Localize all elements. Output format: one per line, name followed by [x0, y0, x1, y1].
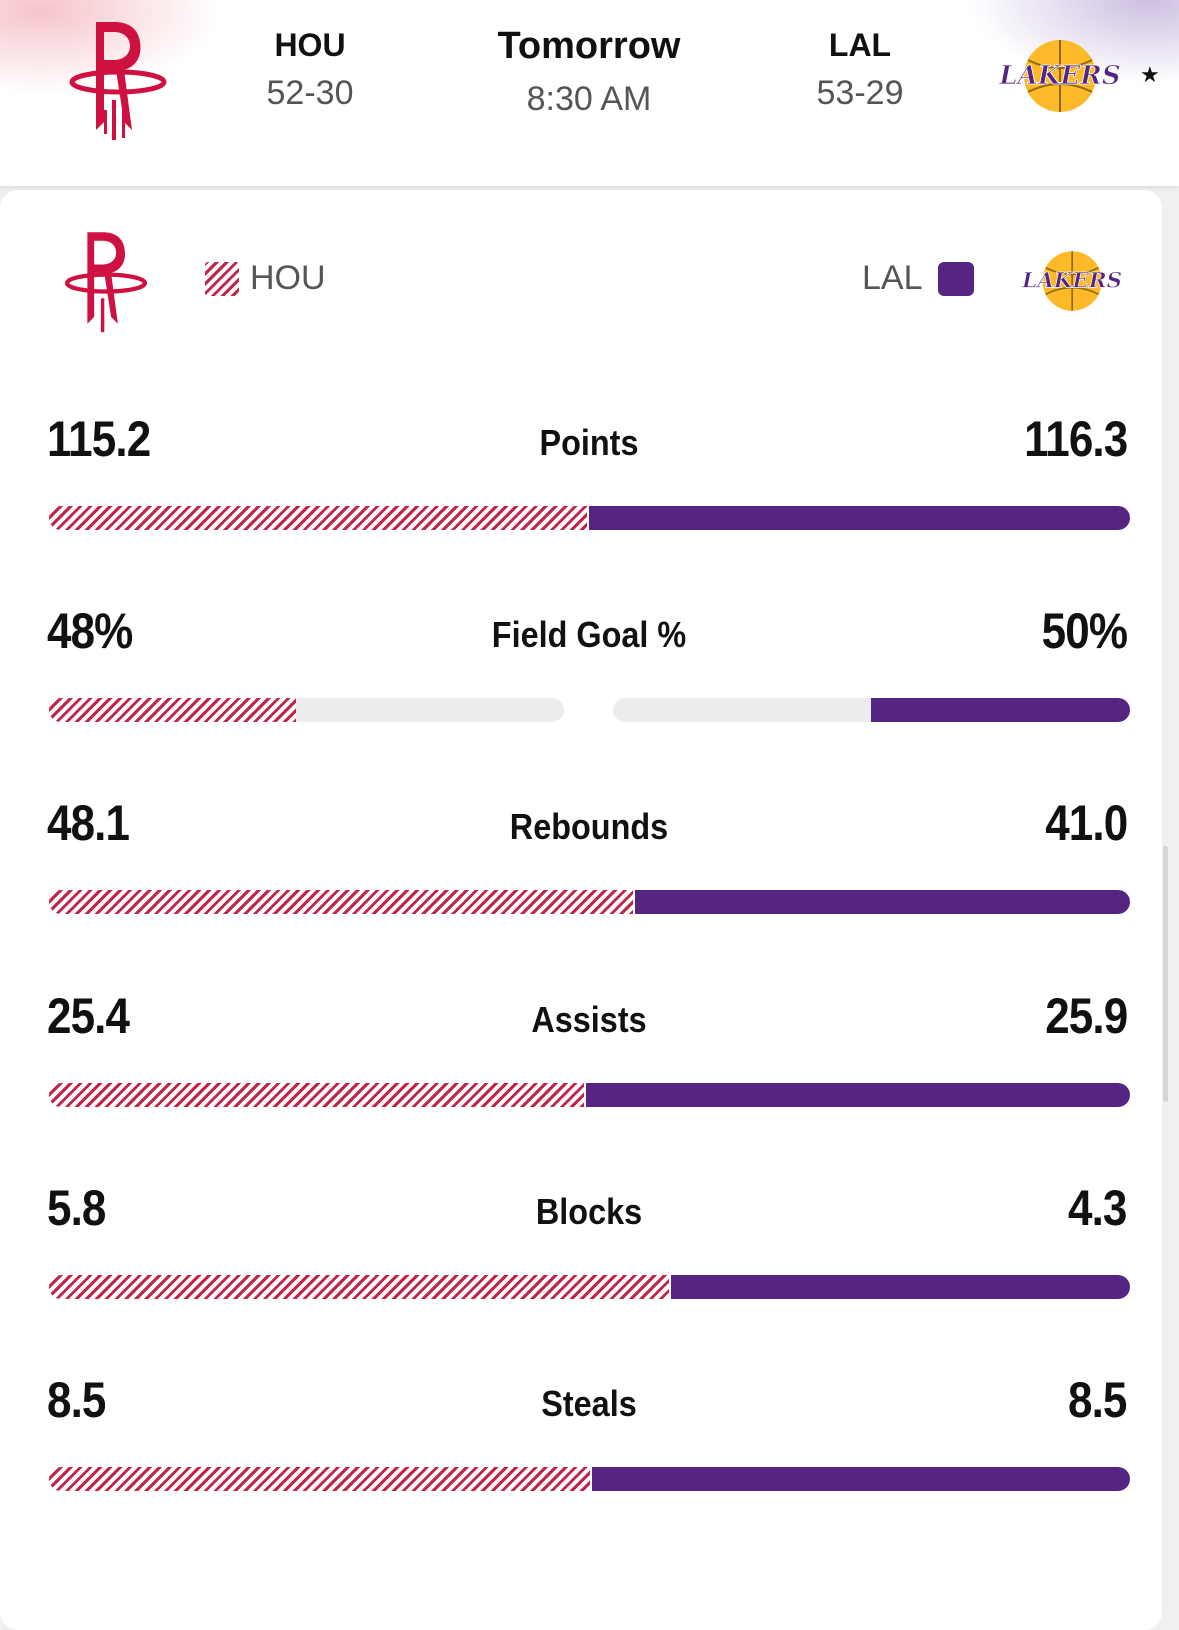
away-stat-bar [592, 1467, 1130, 1491]
home-stat-value: 25.4 [47, 988, 130, 1044]
away-stat-bar [635, 890, 1130, 914]
home-team-record: 52-30 [266, 74, 354, 112]
away-stat-value: 4.3 [1068, 1180, 1127, 1236]
favorite-star-icon[interactable]: ★ [1140, 62, 1160, 87]
stat-label: Blocks [535, 1191, 643, 1232]
svg-text:LAKERS: LAKERS [998, 61, 1120, 91]
away-stat-value: 8.5 [1068, 1372, 1127, 1428]
game-header: HOU 52-30 Tomorrow 8:30 AM LAL 53-29 LAK… [0, 0, 1179, 186]
home-legend-swatch [205, 262, 239, 296]
away-stat-value: 50% [1041, 603, 1128, 659]
stat-label: Rebounds [509, 806, 669, 847]
home-stat-bar [49, 1083, 584, 1107]
stat-label: Assists [531, 999, 647, 1040]
los-angeles-lakers-logo-icon[interactable]: LAKERS [998, 36, 1124, 116]
away-stat-bar [589, 506, 1130, 530]
away-stat-value: 25.9 [1044, 988, 1128, 1044]
away-stat-bar [871, 698, 1130, 722]
away-team-abbr: LAL [828, 27, 892, 63]
game-day: Tomorrow [497, 25, 681, 67]
away-legend-label: LAL [862, 259, 923, 297]
away-stat-value: 116.3 [1023, 411, 1128, 467]
away-stat-bar [671, 1275, 1130, 1299]
svg-text:LAKERS: LAKERS [1021, 269, 1122, 294]
game-time: 8:30 AM [526, 80, 652, 118]
away-legend-swatch [938, 262, 974, 296]
away-stat-value: 41.0 [1044, 795, 1128, 851]
home-stat-value: 48% [47, 603, 133, 659]
away-team-record: 53-29 [816, 74, 904, 112]
home-stat-value: 5.8 [47, 1180, 106, 1236]
home-stat-bar [49, 1275, 669, 1299]
home-team-abbr: HOU [274, 27, 346, 63]
stat-label: Points [539, 422, 639, 463]
home-legend-label: HOU [250, 259, 326, 297]
los-angeles-lakers-small-logo-icon: LAKERS [1021, 251, 1122, 311]
home-stat-bar [49, 1467, 590, 1491]
houston-rockets-logo-icon[interactable] [66, 10, 170, 142]
home-stat-bar [49, 506, 587, 530]
home-stat-bar [49, 698, 296, 722]
scrollbar[interactable] [1163, 846, 1168, 1102]
stat-label: Field Goal % [491, 614, 687, 655]
stat-label: Steals [541, 1383, 637, 1424]
home-stat-value: 48.1 [47, 795, 130, 851]
home-stat-value: 115.2 [47, 411, 151, 467]
houston-rockets-small-logo-icon [64, 232, 148, 333]
home-stat-bar [49, 890, 633, 914]
away-stat-bar [586, 1083, 1130, 1107]
home-stat-value: 8.5 [47, 1372, 106, 1428]
